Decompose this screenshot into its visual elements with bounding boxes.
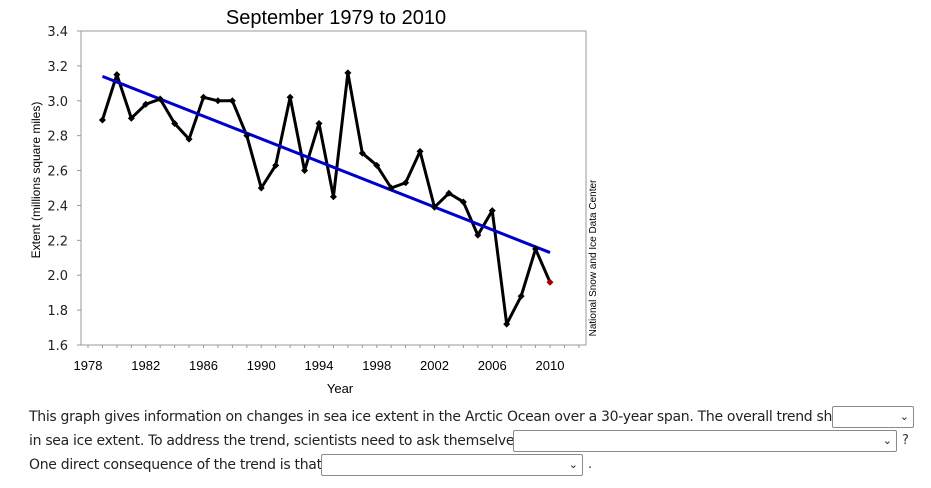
data-point-1986 [200, 93, 207, 101]
y-tick-label: 1.6 [47, 339, 68, 354]
x-tick-label: 1994 [305, 358, 334, 373]
x-tick-label: 2002 [420, 358, 449, 373]
extent-line [101, 71, 552, 326]
y-tick-label: 3.2 [47, 60, 68, 75]
data-point-2005 [474, 231, 482, 239]
y-tick-label: 2.0 [47, 269, 68, 284]
data-point-2004 [459, 198, 467, 206]
y-tick-label: 2.2 [47, 234, 68, 249]
y-tick-label: 2.8 [47, 130, 68, 145]
question-dropdown[interactable]: ⌄ [513, 430, 897, 452]
data-point-1992 [286, 93, 294, 101]
y-axis-label: Extent (millions square miles) [29, 102, 43, 259]
y-tick-label: 2.4 [47, 199, 68, 214]
data-point-1980 [113, 71, 121, 79]
x-tick-label: 2006 [478, 358, 507, 373]
data-point-1987 [214, 97, 222, 105]
data-point-1994 [315, 119, 323, 127]
data-point-2007 [503, 320, 511, 328]
data-point-1988 [228, 97, 236, 105]
data-point-2003 [445, 189, 453, 197]
question-line-2: in sea ice extent. To address the trend,… [29, 433, 526, 449]
period: . [588, 457, 593, 472]
data-point-1985 [185, 135, 193, 143]
trend-dropdown[interactable]: ⌄ [832, 406, 914, 428]
data-point-1982 [142, 100, 150, 108]
question-line-1: This graph gives information on changes … [29, 409, 859, 425]
question-mark: ? [902, 433, 909, 448]
x-tick-label: 1990 [247, 358, 276, 373]
data-point-2002 [431, 203, 438, 211]
data-point-2009 [532, 245, 540, 253]
chevron-down-icon: ⌄ [568, 459, 578, 471]
data-point-2010 [546, 278, 554, 286]
y-tick-label: 3.4 [47, 25, 68, 40]
chevron-down-icon: ⌄ [882, 435, 892, 447]
data-point-1999 [387, 184, 395, 192]
y-tick-label: 3.0 [47, 95, 68, 110]
data-point-1989 [243, 132, 251, 140]
source-label: National Snow and Ice Data Center [588, 179, 599, 336]
data-point-2001 [416, 147, 424, 155]
data-point-1984 [171, 119, 179, 127]
x-tick-label: 1986 [189, 358, 218, 373]
data-point-2008 [517, 292, 525, 300]
trend-line [101, 74, 551, 254]
y-tick-label: 2.6 [47, 165, 68, 180]
y-tick-label: 1.8 [47, 304, 68, 319]
data-point-1995 [329, 193, 337, 201]
x-tick-label: 1978 [74, 358, 103, 373]
data-point-1979 [98, 116, 106, 124]
question-line-3: One direct consequence of the trend is t… [29, 457, 322, 473]
data-point-1993 [301, 167, 309, 175]
x-axis-label: Year [327, 381, 354, 396]
data-point-1981 [127, 114, 135, 122]
x-tick-label: 2010 [536, 358, 565, 373]
data-point-1997 [358, 149, 366, 157]
chevron-down-icon: ⌄ [899, 411, 909, 423]
data-point-1996 [344, 69, 352, 77]
data-point-1998 [373, 161, 381, 169]
x-tick-label: 1998 [362, 358, 391, 373]
data-point-2006 [488, 207, 496, 215]
data-point-1991 [272, 161, 280, 169]
chart-title: September 1979 to 2010 [226, 7, 446, 29]
x-tick-label: 1982 [131, 358, 160, 373]
sea-ice-chart: September 1979 to 2010 3.4 3.2 3.0 2.8 2.6 2.… [29, 7, 599, 396]
data-point-1990 [257, 184, 265, 192]
data-point-1983 [156, 95, 164, 103]
consequence-dropdown[interactable]: ⌄ [321, 454, 583, 476]
data-point-2000 [402, 179, 410, 187]
